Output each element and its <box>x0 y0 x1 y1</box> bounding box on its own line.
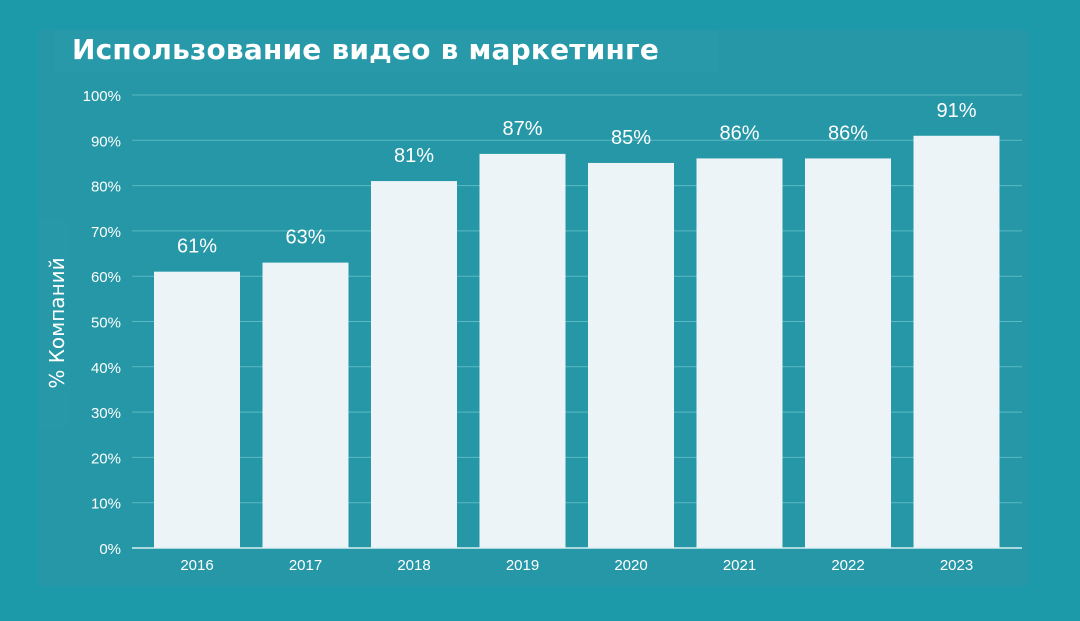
y-tick-label: 30% <box>91 405 121 422</box>
y-tick-label: 70% <box>91 224 121 241</box>
y-tick-label: 20% <box>91 450 121 467</box>
data-label-2020: 85% <box>611 127 651 149</box>
bar-2023 <box>913 135 1000 548</box>
bars <box>154 135 1000 549</box>
x-tick-label-2022: 2022 <box>831 557 864 574</box>
bar-2017 <box>262 262 349 548</box>
y-tick-label: 60% <box>91 269 121 286</box>
y-axis-label-background <box>38 218 70 430</box>
x-tick-labels: 2016 2017 2018 2019 2020 2021 2022 2023 <box>180 557 973 574</box>
y-tick-label: 80% <box>91 179 121 196</box>
data-label-2021: 86% <box>719 122 759 144</box>
chart-title: Использование видео в маркетинге <box>72 33 660 66</box>
x-tick-label-2017: 2017 <box>289 557 322 574</box>
data-label-2022: 86% <box>828 122 868 144</box>
bar-2021 <box>696 158 783 549</box>
data-label-2023: 91% <box>936 100 976 122</box>
x-tick-label-2023: 2023 <box>940 557 973 574</box>
data-label-2017: 63% <box>285 227 325 249</box>
x-tick-label-2018: 2018 <box>397 557 430 574</box>
x-tick-label-2016: 2016 <box>180 557 213 574</box>
x-tick-label-2019: 2019 <box>506 557 539 574</box>
bar-2020 <box>588 162 674 548</box>
y-tick-labels: 0% 10% 20% 30% 40% 50% 60% 70% 80% 90% 100% <box>83 88 121 558</box>
x-tick-label-2020: 2020 <box>614 557 647 574</box>
y-tick-label: 0% <box>99 541 121 558</box>
y-tick-label: 50% <box>91 315 121 332</box>
x-tick-label-2021: 2021 <box>723 557 756 574</box>
bar-2019 <box>479 153 566 548</box>
y-tick-label: 90% <box>91 133 121 150</box>
bar-2016 <box>154 271 240 548</box>
y-tick-label: 10% <box>91 496 121 513</box>
data-labels: 61% 63% 81% 87% 85% 86% 86% 91% <box>177 100 977 258</box>
data-label-2018: 81% <box>394 145 434 167</box>
data-label-2016: 61% <box>177 236 217 258</box>
y-tick-label: 100% <box>83 88 121 105</box>
bar-2018 <box>371 181 457 548</box>
title-background <box>54 30 719 72</box>
bar-2022 <box>805 158 891 549</box>
y-tick-label: 40% <box>91 360 121 377</box>
data-label-2019: 87% <box>502 118 542 140</box>
